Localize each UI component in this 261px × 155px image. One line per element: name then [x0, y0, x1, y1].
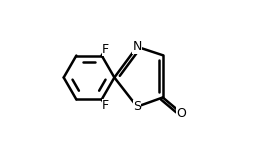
Text: O: O [177, 107, 187, 120]
Text: F: F [102, 43, 109, 56]
Text: N: N [132, 40, 142, 53]
Text: F: F [102, 99, 109, 112]
Text: S: S [133, 100, 141, 113]
